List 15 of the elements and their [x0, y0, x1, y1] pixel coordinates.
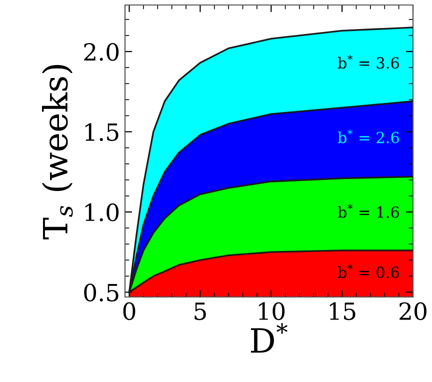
x-tick-label: 0	[123, 302, 136, 320]
series-label: b$^{*}$ = 1.6	[338, 204, 399, 218]
y-tick-label: 1.0	[85, 203, 119, 222]
y-tick-label: 0.5	[84, 284, 118, 302]
x-tick-label: 20	[400, 302, 426, 320]
y-tick-label: 1.5	[85, 123, 118, 142]
y-tick-label: 2.0	[84, 42, 119, 61]
y-axis-title: T$_{s}$ (weeks)	[42, 65, 73, 240]
series-label: b$^{*}$ = 3.6	[338, 54, 399, 69]
x-axis-title: D$^{*}$	[251, 323, 288, 353]
x-tick-label: 10	[258, 302, 285, 320]
series-label: b$^{*}$ = 0.6	[338, 264, 399, 278]
x-tick-label: 5	[194, 302, 206, 320]
x-tick-label: 15	[330, 302, 356, 320]
series-label: b$^{*}$ = 2.6	[338, 130, 399, 144]
